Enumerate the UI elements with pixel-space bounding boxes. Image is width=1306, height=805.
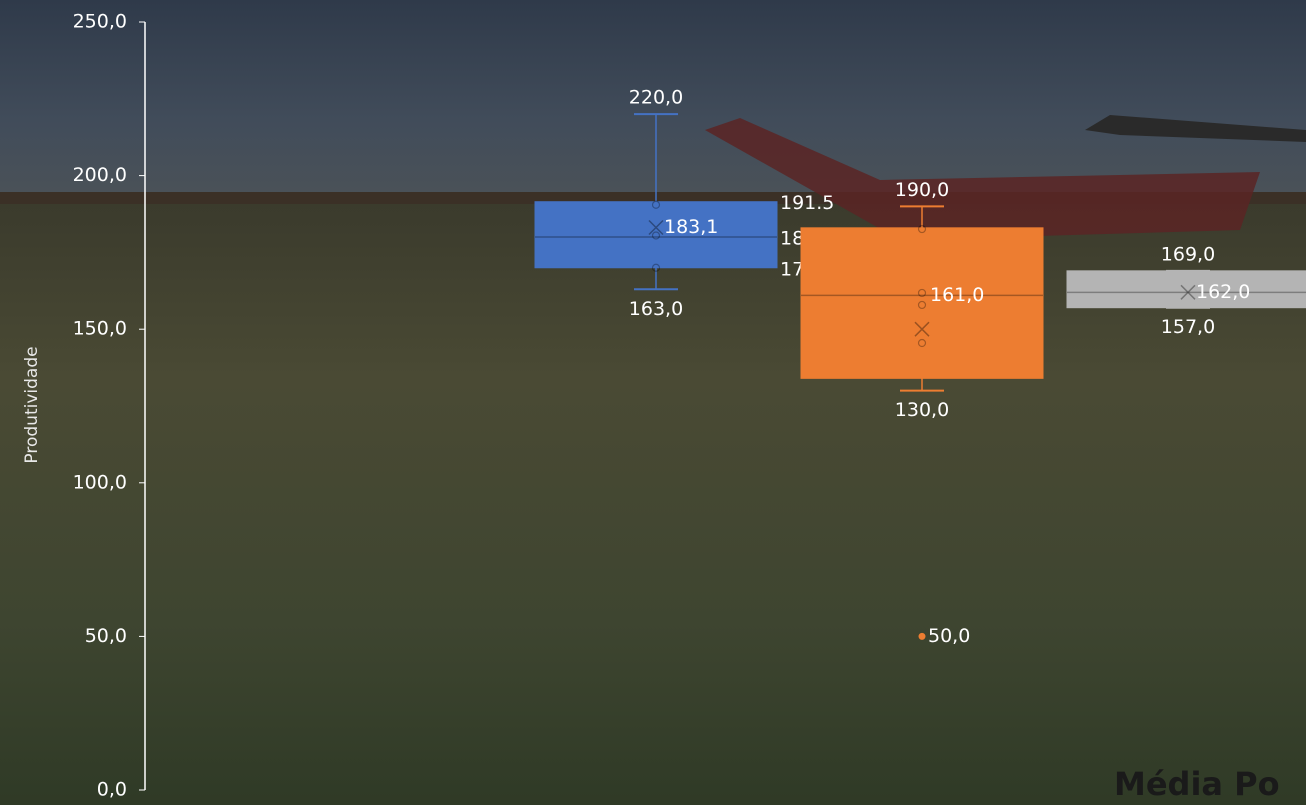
data-label: 130,0 bbox=[895, 399, 949, 421]
box bbox=[1067, 271, 1306, 308]
y-tick-label: 50,0 bbox=[85, 625, 127, 647]
box bbox=[535, 202, 777, 268]
box bbox=[801, 228, 1043, 379]
y-tick-label: 0,0 bbox=[97, 779, 127, 801]
y-tick-label: 250,0 bbox=[73, 11, 127, 33]
chart: Produtividade 0,0 50,0 100,0 150,0 200,0 250,… bbox=[0, 0, 1306, 805]
outlier-label: 50,0 bbox=[928, 625, 970, 647]
outlier bbox=[919, 633, 926, 640]
y-axis-title: Produtividade bbox=[22, 346, 42, 463]
y-tick-label: 150,0 bbox=[73, 318, 127, 340]
y-tick-label: 200,0 bbox=[73, 164, 127, 186]
data-label: 183,1 bbox=[664, 216, 718, 238]
quartile-label: 191.5 bbox=[780, 192, 834, 214]
data-label: 169,0 bbox=[1161, 243, 1215, 265]
data-label: 190,0 bbox=[895, 179, 949, 201]
data-label: 163,0 bbox=[629, 298, 683, 320]
y-tick-label: 100,0 bbox=[73, 471, 127, 493]
data-label: 220,0 bbox=[629, 87, 683, 109]
data-label: 162,0 bbox=[1196, 281, 1250, 303]
data-label: 161,0 bbox=[930, 284, 984, 306]
chart-title: Média Po bbox=[1114, 765, 1280, 803]
data-label: 157,0 bbox=[1161, 316, 1215, 338]
